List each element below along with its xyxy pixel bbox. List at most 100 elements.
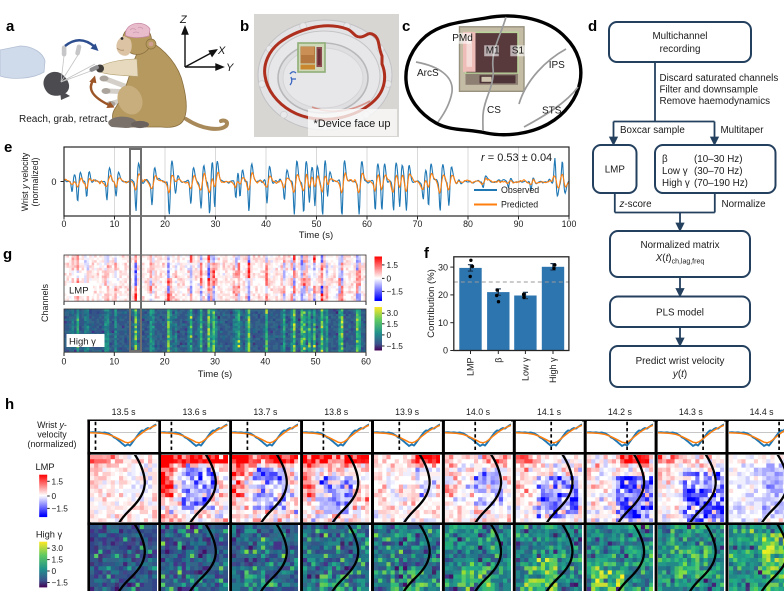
svg-text:velocity: velocity (37, 430, 67, 440)
svg-text:LMP: LMP (466, 358, 476, 377)
svg-text:60: 60 (361, 357, 371, 367)
svg-text:Normalize: Normalize (722, 199, 767, 210)
svg-text:ArcS: ArcS (417, 68, 439, 79)
svg-text:S1: S1 (512, 46, 525, 57)
svg-text:Multichannel: Multichannel (652, 31, 707, 42)
svg-text:PMd: PMd (452, 33, 473, 44)
svg-text:13.6 s: 13.6 s (183, 407, 208, 417)
svg-text:20: 20 (438, 290, 448, 300)
svg-text:β: β (662, 154, 668, 165)
svg-text:z-score: z-score (619, 199, 653, 210)
svg-text:Observed: Observed (501, 185, 539, 195)
svg-text:1.5: 1.5 (52, 476, 64, 486)
svg-text:20: 20 (160, 219, 170, 229)
svg-text:Predict wrist velocity: Predict wrist velocity (636, 356, 725, 367)
svg-text:*Device face up: *Device face up (313, 118, 390, 130)
svg-text:3.0: 3.0 (52, 543, 64, 553)
svg-text:Low γ: Low γ (521, 357, 531, 381)
svg-text:Discard saturated channels: Discard saturated channels (660, 73, 779, 84)
svg-text:1.5: 1.5 (387, 319, 399, 329)
svg-text:Low γ: Low γ (662, 166, 688, 177)
svg-text:X: X (217, 45, 226, 57)
svg-text:20: 20 (160, 357, 170, 367)
svg-text:14.3 s: 14.3 s (679, 407, 704, 417)
svg-text:50: 50 (312, 219, 322, 229)
svg-text:y(t): y(t) (672, 369, 687, 380)
svg-text:High γ: High γ (662, 178, 690, 189)
svg-text:Multitaper: Multitaper (721, 125, 765, 136)
svg-text:100: 100 (562, 219, 577, 229)
svg-text:0: 0 (387, 330, 392, 340)
svg-text:14.2 s: 14.2 s (608, 407, 633, 417)
svg-text:Channels: Channels (40, 283, 50, 322)
svg-text:Predicted: Predicted (501, 200, 538, 210)
svg-text:13.7 s: 13.7 s (253, 407, 278, 417)
svg-text:0: 0 (51, 177, 56, 187)
svg-text:70: 70 (413, 219, 423, 229)
svg-text:High γ: High γ (69, 337, 96, 348)
svg-text:Boxcar sample: Boxcar sample (620, 125, 685, 136)
svg-text:90: 90 (514, 219, 524, 229)
svg-text:LMP: LMP (69, 286, 89, 297)
svg-text:(normalized): (normalized) (30, 157, 40, 206)
svg-text:High γ: High γ (36, 530, 63, 540)
svg-text:14.1 s: 14.1 s (537, 407, 562, 417)
svg-text:40: 40 (261, 219, 271, 229)
svg-text:3.0: 3.0 (387, 308, 399, 318)
svg-text:PLS model: PLS model (656, 308, 704, 319)
svg-text:(70–190 Hz): (70–190 Hz) (694, 178, 748, 189)
svg-text:−1.5: −1.5 (387, 341, 404, 351)
svg-text:14.4 s: 14.4 s (750, 407, 775, 417)
svg-text:(30–70 Hz): (30–70 Hz) (694, 166, 742, 177)
svg-text:Reach, grab, retract: Reach, grab, retract (19, 114, 108, 125)
svg-text:13.8 s: 13.8 s (324, 407, 349, 417)
svg-text:CS: CS (487, 105, 501, 116)
svg-text:30: 30 (210, 357, 220, 367)
svg-text:Y: Y (226, 62, 234, 74)
svg-text:X(t)ch,lag,freq: X(t)ch,lag,freq (655, 253, 705, 266)
svg-text:10: 10 (438, 318, 448, 328)
svg-text:LMP: LMP (35, 462, 54, 472)
svg-text:0: 0 (443, 346, 448, 356)
svg-text:M1: M1 (486, 46, 500, 57)
svg-text:Wrist y velocity: Wrist y velocity (20, 152, 30, 211)
svg-text:0: 0 (62, 357, 67, 367)
svg-text:13.9 s: 13.9 s (395, 407, 420, 417)
svg-text:60: 60 (362, 219, 372, 229)
svg-text:Contribution (%): Contribution (%) (426, 269, 437, 338)
svg-text:r = 0.53 ± 0.04: r = 0.53 ± 0.04 (481, 152, 552, 164)
svg-text:IPS: IPS (549, 60, 565, 71)
svg-text:13.5 s: 13.5 s (112, 407, 137, 417)
svg-text:0: 0 (52, 491, 57, 501)
svg-text:Filter and downsample: Filter and downsample (660, 85, 759, 96)
svg-text:Time (s): Time (s) (299, 230, 333, 241)
svg-text:LMP: LMP (605, 165, 626, 176)
svg-text:Time (s): Time (s) (198, 369, 232, 380)
svg-text:β: β (494, 358, 504, 363)
svg-text:High γ: High γ (548, 357, 558, 383)
svg-text:0: 0 (387, 273, 392, 283)
svg-text:1.5: 1.5 (52, 555, 64, 565)
svg-text:1.5: 1.5 (387, 260, 399, 270)
svg-text:30: 30 (211, 219, 221, 229)
svg-text:Remove haemodynamics: Remove haemodynamics (660, 96, 771, 107)
svg-text:0: 0 (52, 566, 57, 576)
svg-text:STS: STS (542, 106, 562, 117)
svg-text:recording: recording (660, 44, 701, 55)
svg-text:(10–30 Hz): (10–30 Hz) (694, 154, 742, 165)
svg-text:80: 80 (463, 219, 473, 229)
svg-text:14.0 s: 14.0 s (466, 407, 491, 417)
svg-text:Normalized matrix: Normalized matrix (641, 240, 720, 251)
svg-text:−1.5: −1.5 (52, 503, 69, 513)
svg-text:−1.5: −1.5 (387, 286, 404, 296)
svg-text:50: 50 (311, 357, 321, 367)
svg-text:0: 0 (62, 219, 67, 229)
svg-text:40: 40 (260, 357, 270, 367)
svg-text:30: 30 (438, 262, 448, 272)
svg-text:−1.5: −1.5 (52, 578, 69, 588)
svg-text:10: 10 (110, 219, 120, 229)
svg-text:Wrist y-: Wrist y- (37, 420, 67, 430)
svg-text:(normalized): (normalized) (28, 439, 77, 449)
svg-text:10: 10 (109, 357, 119, 367)
svg-text:Z: Z (179, 14, 188, 26)
